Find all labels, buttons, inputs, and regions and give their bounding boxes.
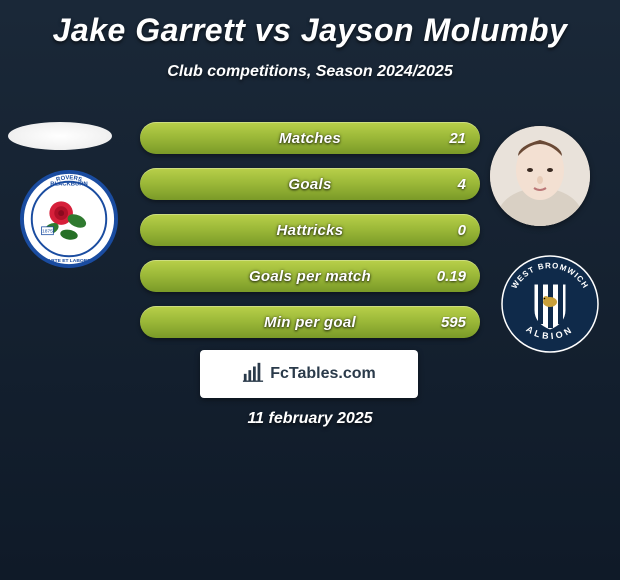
stat-label: Goals <box>140 168 480 200</box>
stat-label: Matches <box>140 122 480 154</box>
left-player-photo <box>8 122 112 150</box>
right-player-photo <box>490 126 590 226</box>
stat-label: Hattricks <box>140 214 480 246</box>
stat-value-right: 0.19 <box>437 260 466 292</box>
stat-row-matches: Matches 21 <box>140 122 480 154</box>
stat-row-goals: Goals 4 <box>140 168 480 200</box>
watermark-text: FcTables.com <box>270 365 376 383</box>
date-text: 11 february 2025 <box>0 410 620 428</box>
stat-label: Min per goal <box>140 306 480 338</box>
svg-text:1875: 1875 <box>42 229 53 235</box>
stat-row-goals-per-match: Goals per match 0.19 <box>140 260 480 292</box>
stat-row-hattricks: Hattricks 0 <box>140 214 480 246</box>
stat-bars: Matches 21 Goals 4 Hattricks 0 Goals per… <box>140 122 480 352</box>
stat-value-right: 4 <box>458 168 466 200</box>
page-title: Jake Garrett vs Jayson Molumby <box>0 0 620 49</box>
left-club-badge: BLACKBURN ARTE ET LABORE 1875 ROVERS <box>20 170 118 268</box>
stat-value-right: 595 <box>441 306 466 338</box>
bar-chart-icon <box>242 361 264 388</box>
stat-label: Goals per match <box>140 260 480 292</box>
svg-text:BLACKBURN: BLACKBURN <box>50 182 88 188</box>
stat-value-right: 0 <box>458 214 466 246</box>
page-subtitle: Club competitions, Season 2024/2025 <box>0 63 620 81</box>
stat-row-min-per-goal: Min per goal 595 <box>140 306 480 338</box>
watermark: FcTables.com <box>200 350 418 398</box>
svg-text:ARTE ET LABORE: ARTE ET LABORE <box>48 258 92 264</box>
right-club-badge: WEST BROMWICH ALBION <box>500 254 600 354</box>
stat-value-right: 21 <box>449 122 466 154</box>
